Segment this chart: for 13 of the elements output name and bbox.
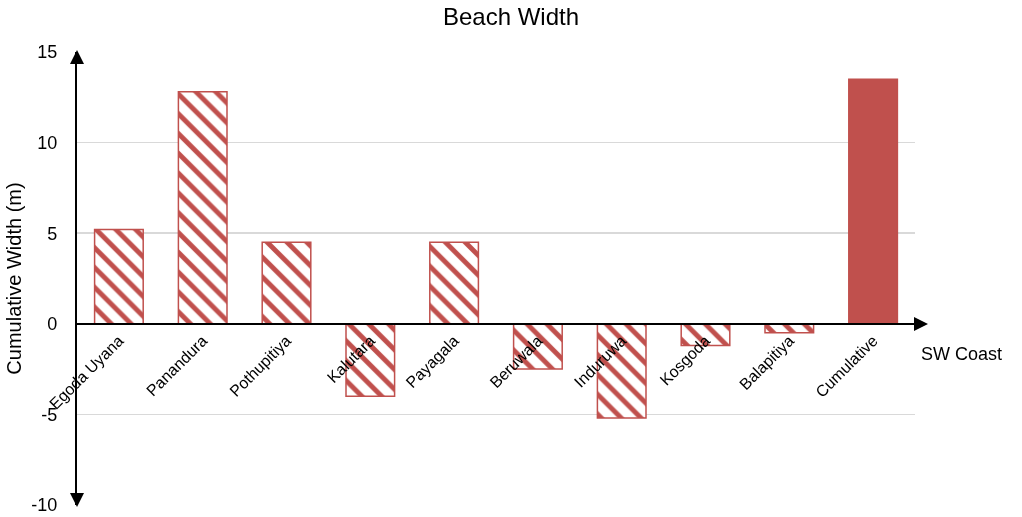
bar <box>261 241 312 325</box>
chart-title: Beach Width <box>442 2 580 30</box>
y-tick-label: -10 <box>31 495 58 516</box>
y-axis-title: Cumulative Width (m) <box>3 182 26 375</box>
bar <box>429 241 480 325</box>
bar <box>177 91 228 325</box>
y-tick-label: 15 <box>37 42 58 63</box>
y-tick-label: 5 <box>47 223 58 244</box>
y-tick-label: 0 <box>47 314 58 335</box>
bar <box>93 228 144 325</box>
bar <box>848 78 899 325</box>
y-tick-label: 10 <box>37 132 58 153</box>
x-axis-title: SW Coast <box>921 344 1003 364</box>
